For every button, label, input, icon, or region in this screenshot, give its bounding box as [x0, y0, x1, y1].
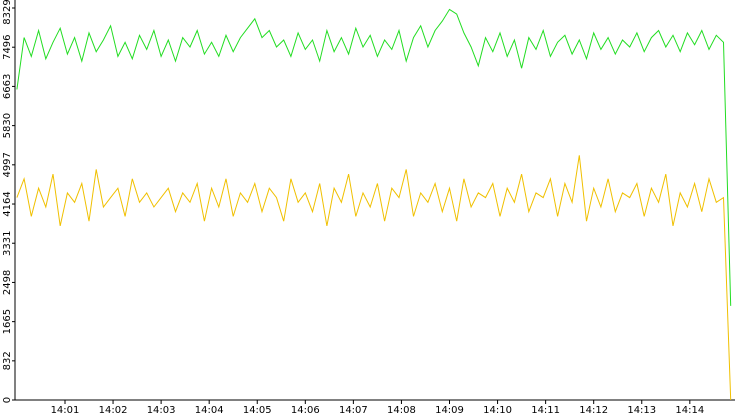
x-tick-label: 14:08 [387, 405, 416, 415]
x-tick-label: 14:02 [99, 405, 128, 415]
series-line [16, 8, 732, 306]
x-tick-label: 14:14 [675, 405, 704, 415]
y-tick-label: 832 [2, 351, 13, 370]
x-tick-label: 14:03 [147, 405, 176, 415]
y-tick-label: 4997 [2, 152, 13, 177]
x-tick-label: 14:11 [531, 405, 560, 415]
series-line [16, 155, 732, 401]
y-tick-label: 1665 [2, 309, 13, 334]
y-tick-label: 2498 [2, 270, 13, 295]
y-tick-label: 4164 [2, 191, 13, 216]
x-tick-label: 14:07 [339, 405, 368, 415]
x-tick-label: 14:13 [627, 405, 656, 415]
y-tick-label: 7496 [2, 34, 13, 59]
y-tick-label: 6663 [2, 74, 13, 99]
x-tick-label: 14:01 [51, 405, 80, 415]
y-tick-label: 3331 [2, 231, 13, 256]
x-tick-label: 14:06 [291, 405, 320, 415]
x-tick-label: 14:09 [435, 405, 464, 415]
x-tick-label: 14:05 [243, 405, 272, 415]
y-tick-label: 5830 [2, 113, 13, 138]
y-tick-label: 8329 [2, 0, 13, 25]
x-tick-label: 14:12 [579, 405, 608, 415]
x-tick-label: 14:10 [483, 405, 512, 415]
x-tick-label: 14:04 [195, 405, 224, 415]
y-tick-label: 0 [2, 397, 13, 403]
